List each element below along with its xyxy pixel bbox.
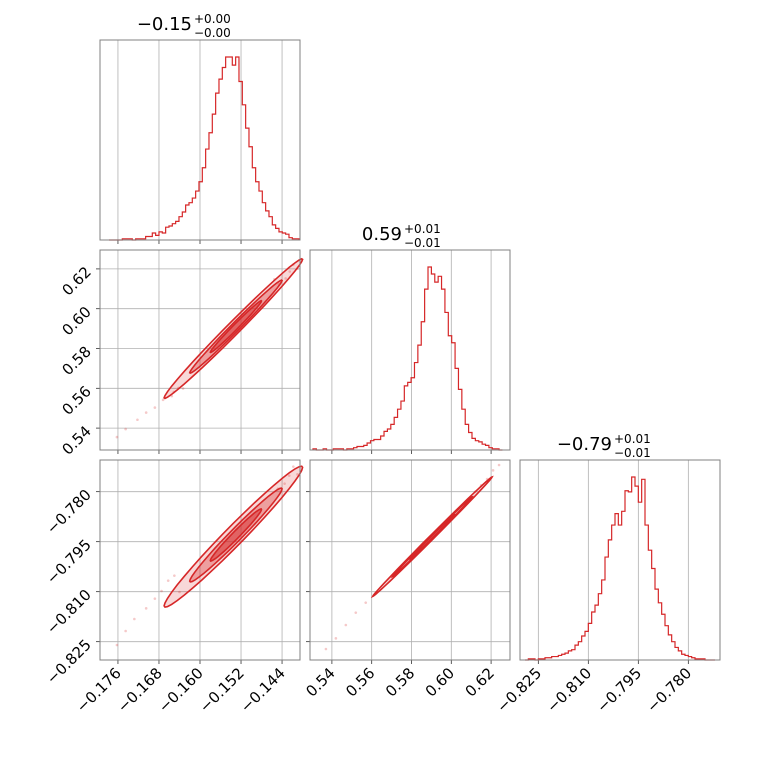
panel-frame xyxy=(99,39,301,241)
hist-panel-1: −0.15 +0.00−0.00 xyxy=(99,12,301,244)
x-tick-label: −0.144 xyxy=(237,664,289,716)
sample-point xyxy=(153,597,157,600)
x-tick-label: −0.795 xyxy=(593,664,645,716)
sample-point xyxy=(144,607,148,610)
x-tick-label: 0.58 xyxy=(382,664,418,700)
sample-point xyxy=(161,398,165,402)
x-tick-label: −0.160 xyxy=(155,664,207,716)
contour-line-mid xyxy=(188,279,284,374)
sample-point xyxy=(160,589,163,593)
y-tick-label: −0.780 xyxy=(43,486,95,538)
sample-point xyxy=(178,590,181,594)
sample-point xyxy=(173,574,176,577)
sample-point xyxy=(354,611,358,614)
sample-point xyxy=(292,465,295,468)
panel-frame xyxy=(309,249,511,451)
y-tick-label: 0.56 xyxy=(58,382,94,418)
sample-point xyxy=(324,647,328,651)
contour-fill-inner xyxy=(210,300,262,353)
histogram-3 xyxy=(525,476,715,661)
x-tick-label: −0.176 xyxy=(73,664,125,716)
x-tick-label: −0.168 xyxy=(114,664,166,716)
y-tick-label: −0.795 xyxy=(43,536,95,588)
sample-point xyxy=(287,474,291,477)
panel-frame xyxy=(99,459,301,661)
sample-point xyxy=(296,473,299,476)
x-tick-label: 0.60 xyxy=(422,664,458,700)
x-tick-label: 0.56 xyxy=(342,664,378,700)
param-title-plus-3: +0.01 xyxy=(614,432,651,446)
contour-line-inner xyxy=(209,507,263,563)
panel-frame xyxy=(309,459,511,661)
y-tick-label: 0.58 xyxy=(58,343,94,379)
x-tick-label: 0.54 xyxy=(302,664,338,700)
param-title-3: −0.79 xyxy=(557,434,612,455)
param-title-minus-3: −0.01 xyxy=(614,446,651,460)
sample-point xyxy=(153,406,157,409)
contour-line-inner xyxy=(209,299,263,354)
sample-point xyxy=(364,601,368,604)
sample-point xyxy=(124,427,127,431)
x-tick-label: −0.780 xyxy=(643,664,695,716)
histogram-1 xyxy=(108,56,300,241)
hist-panel-2: 0.59 +0.01−0.01 xyxy=(309,222,511,454)
panel-frame xyxy=(99,249,301,451)
y-tick-label: −0.825 xyxy=(43,636,95,688)
pair-panel-2-3 xyxy=(306,459,511,664)
param-title-minus-1: −0.00 xyxy=(194,26,231,40)
sample-point xyxy=(497,463,501,467)
contour-line-mid xyxy=(188,487,283,583)
param-title-2: 0.59 xyxy=(362,224,402,245)
sample-point xyxy=(491,469,495,472)
sample-point xyxy=(115,435,119,439)
contour-line-outer xyxy=(370,475,494,599)
sample-point xyxy=(115,643,119,647)
param-title-plus-2: +0.01 xyxy=(404,222,441,236)
sample-point xyxy=(283,482,286,485)
x-tick-label: −0.825 xyxy=(493,664,545,716)
hist-panel-3: −0.79 +0.01−0.01 xyxy=(519,432,721,664)
sample-point xyxy=(144,411,148,414)
sample-point xyxy=(334,637,338,640)
x-tick-label: 0.62 xyxy=(462,664,498,700)
contour-fill-inner xyxy=(210,508,262,562)
y-tick-label: −0.810 xyxy=(43,586,95,638)
pair-panel-1-3 xyxy=(96,459,304,664)
param-title-minus-2: −0.01 xyxy=(404,236,441,250)
y-tick-label: 0.60 xyxy=(58,303,94,339)
y-tick-label: 0.62 xyxy=(58,263,94,299)
contour-line-outer xyxy=(163,257,304,400)
contour-line-inner xyxy=(408,514,456,561)
sample-point xyxy=(284,277,287,280)
sample-point xyxy=(124,629,127,633)
x-tick-label: −0.152 xyxy=(196,664,248,716)
sample-point xyxy=(136,418,139,422)
sample-point xyxy=(288,270,292,273)
sample-point xyxy=(166,579,170,582)
contour-line-outer xyxy=(163,465,304,608)
x-tick-label: −0.810 xyxy=(543,664,595,716)
sample-point xyxy=(344,623,348,627)
y-tick-label: 0.54 xyxy=(58,422,94,458)
panel-frame xyxy=(519,459,721,661)
pair-panel-1-2 xyxy=(96,249,304,454)
param-title-1: −0.15 xyxy=(137,14,192,35)
histogram-2 xyxy=(312,266,503,451)
sample-point xyxy=(133,617,136,621)
sample-point xyxy=(181,387,185,390)
param-title-plus-1: +0.00 xyxy=(194,12,231,26)
